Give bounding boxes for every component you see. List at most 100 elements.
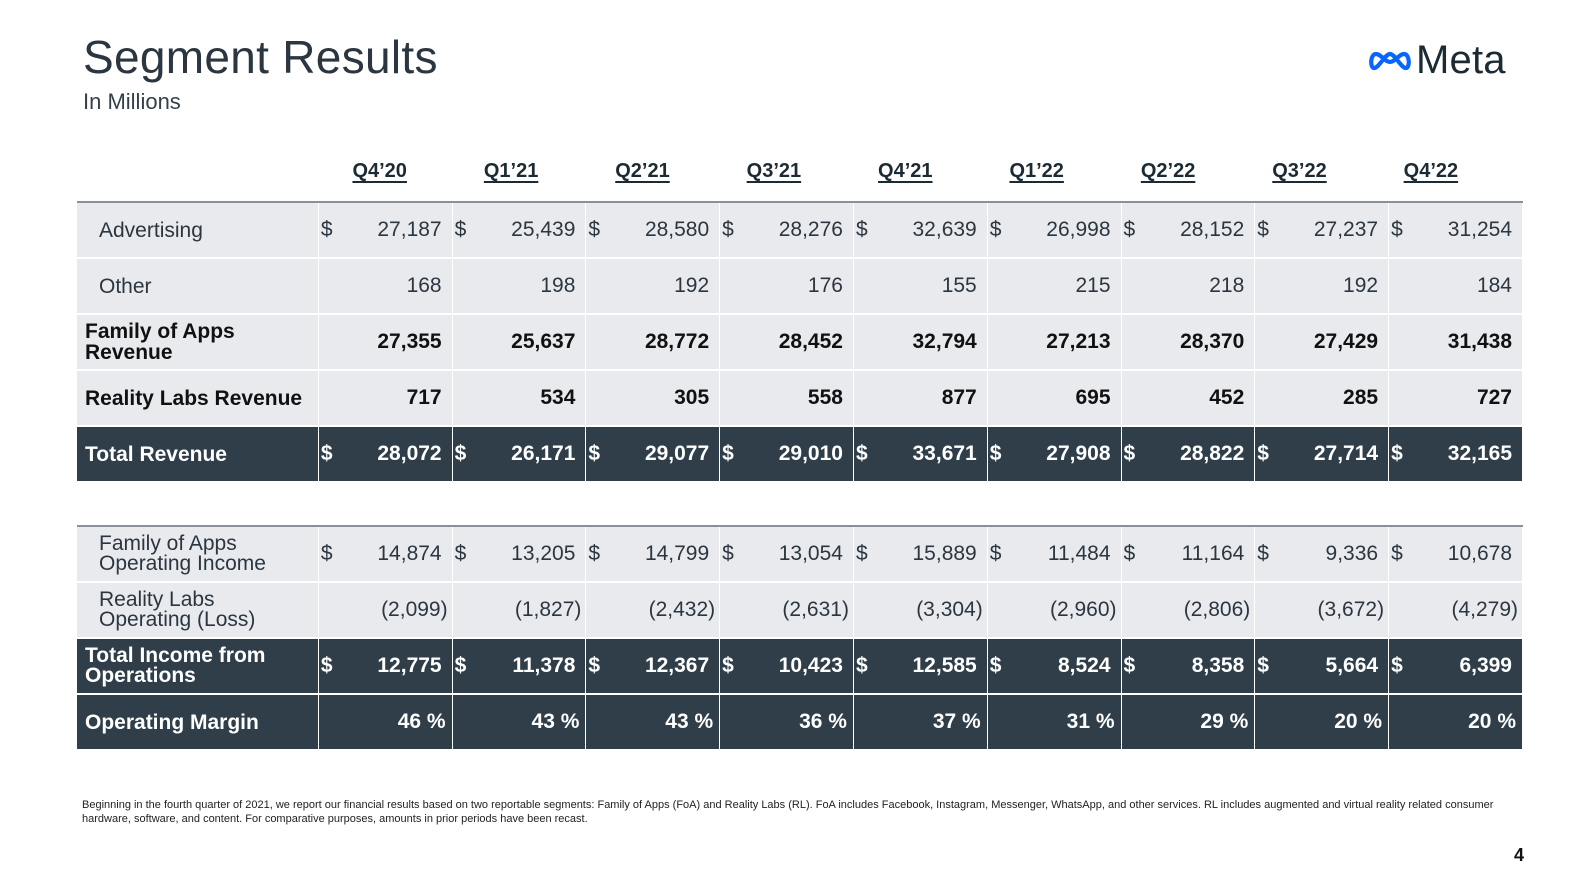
currency-symbol: $ — [1257, 218, 1269, 241]
currency-symbol: $ — [588, 654, 601, 677]
currency-symbol: $ — [1391, 542, 1403, 565]
value-cell: 43 % — [585, 694, 721, 751]
row-label: Family of Apps Operating Income — [77, 525, 319, 583]
currency-symbol: $ — [454, 218, 467, 241]
value-text: 877 — [941, 386, 977, 409]
currency-symbol: $ — [588, 218, 601, 241]
value-cell: 877 — [853, 370, 988, 427]
value-text: 14,799 — [644, 542, 710, 565]
quarter-header: Q2’21 — [615, 160, 670, 182]
value-cell: $32,165 — [1388, 426, 1523, 483]
value-text: 11,484 — [1047, 542, 1111, 565]
value-cell: 20 % — [1388, 694, 1523, 751]
row-label-line: Family of Apps — [99, 532, 237, 555]
value-text: (3,304) — [916, 598, 983, 621]
value-cell: $8,524 — [987, 638, 1122, 695]
value-cell: 32,794 — [853, 314, 988, 371]
currency-symbol: $ — [989, 654, 1002, 677]
value-text: 36 % — [799, 710, 847, 733]
value-cell: $8,358 — [1121, 638, 1256, 695]
value-text: 13,054 — [778, 542, 843, 565]
value-text: 6,399 — [1459, 654, 1512, 677]
value-text: 33,671 — [912, 442, 977, 465]
value-text: 285 — [1343, 386, 1379, 409]
value-text: 29 % — [1200, 710, 1249, 733]
value-text: 28,370 — [1180, 330, 1245, 353]
value-cell: 305 — [585, 370, 721, 427]
value-cell: (2,099) — [318, 582, 453, 639]
currency-symbol: $ — [722, 654, 734, 677]
value-text: 155 — [941, 274, 977, 297]
value-cell: (1,827) — [452, 582, 587, 639]
value-cell: (3,304) — [853, 582, 988, 639]
value-cell: $13,205 — [452, 525, 587, 583]
value-cell: $10,678 — [1388, 525, 1523, 583]
value-cell: (2,432) — [585, 582, 721, 639]
currency-symbol: $ — [320, 654, 333, 677]
value-cell: $14,874 — [318, 525, 453, 583]
value-text: 727 — [1476, 386, 1512, 409]
value-text: 28,772 — [644, 330, 710, 353]
currency-symbol: $ — [1391, 442, 1403, 465]
row-label-line: Operating (Loss) — [99, 608, 256, 631]
value-text: 28,580 — [644, 218, 710, 241]
quarter-header: Q4’21 — [878, 160, 933, 182]
quarter-header: Q4’22 — [1403, 160, 1459, 182]
meta-logo: Meta — [1368, 38, 1506, 83]
currency-symbol: $ — [1123, 218, 1136, 241]
value-cell: 27,213 — [987, 314, 1122, 371]
currency-symbol: $ — [1257, 542, 1269, 565]
value-cell: $26,171 — [452, 426, 587, 483]
value-text: 27,213 — [1046, 330, 1111, 353]
value-text: 31 % — [1066, 710, 1115, 733]
value-text: 46 % — [397, 710, 446, 733]
value-cell: $31,254 — [1388, 201, 1523, 259]
row-label-line: Total Income from — [85, 644, 266, 667]
page-subtitle: In Millions — [83, 89, 181, 114]
value-cell: 452 — [1121, 370, 1256, 427]
currency-symbol: $ — [588, 542, 601, 565]
value-cell: 46 % — [318, 694, 453, 751]
value-text: 32,639 — [912, 218, 977, 241]
quarter-header: Q3’21 — [746, 160, 802, 182]
value-cell: $27,714 — [1254, 426, 1390, 483]
value-text: 20 % — [1334, 710, 1383, 733]
value-text: 29,010 — [778, 442, 843, 465]
value-text: 12,585 — [912, 654, 977, 677]
currency-symbol: $ — [989, 442, 1002, 465]
currency-symbol: $ — [320, 442, 333, 465]
value-cell: $27,187 — [318, 201, 453, 259]
value-text: 37 % — [932, 710, 981, 733]
table-row: Family of Apps Operating Income $14,874 $13… — [77, 525, 1523, 583]
value-text: 27,187 — [377, 218, 442, 241]
quarter-header: Q3’22 — [1272, 160, 1327, 182]
value-cell: 36 % — [719, 694, 854, 751]
value-cell: 31 % — [987, 694, 1122, 751]
value-cell: $29,010 — [719, 426, 854, 483]
table-row: Total Revenue $28,072 $26,171 $29,077 $29,01… — [77, 426, 1523, 483]
value-cell: $14,799 — [585, 525, 721, 583]
value-text: (4,279) — [1451, 598, 1518, 621]
table-row: Family of Apps Revenue 27,355 25,637 28,772 2… — [77, 314, 1523, 371]
currency-symbol: $ — [1123, 442, 1136, 465]
value-cell: $27,237 — [1254, 201, 1390, 259]
value-text: 452 — [1209, 386, 1245, 409]
value-cell: 28,452 — [719, 314, 854, 371]
value-cell: 176 — [719, 258, 854, 315]
value-cell: $12,585 — [853, 638, 988, 695]
value-text: 12,775 — [377, 654, 442, 677]
value-cell: 534 — [452, 370, 587, 427]
quarter-headers: Q4’20 Q1’21 Q2’21 Q3’21 Q4’21 Q1’22 Q2’22 Q3’22… — [0, 160, 1593, 190]
page-title: Segment Results — [83, 31, 438, 83]
currency-symbol: $ — [320, 218, 333, 241]
value-text: 28,152 — [1180, 218, 1245, 241]
value-text: 27,237 — [1313, 218, 1379, 241]
value-cell: $12,775 — [318, 638, 453, 695]
value-text: 534 — [540, 386, 576, 409]
value-cell: $13,054 — [719, 525, 854, 583]
value-cell: $10,423 — [719, 638, 854, 695]
value-cell: 25,637 — [452, 314, 587, 371]
value-text: 192 — [674, 274, 710, 297]
value-text: (2,432) — [648, 598, 716, 621]
value-cell: 184 — [1388, 258, 1523, 315]
